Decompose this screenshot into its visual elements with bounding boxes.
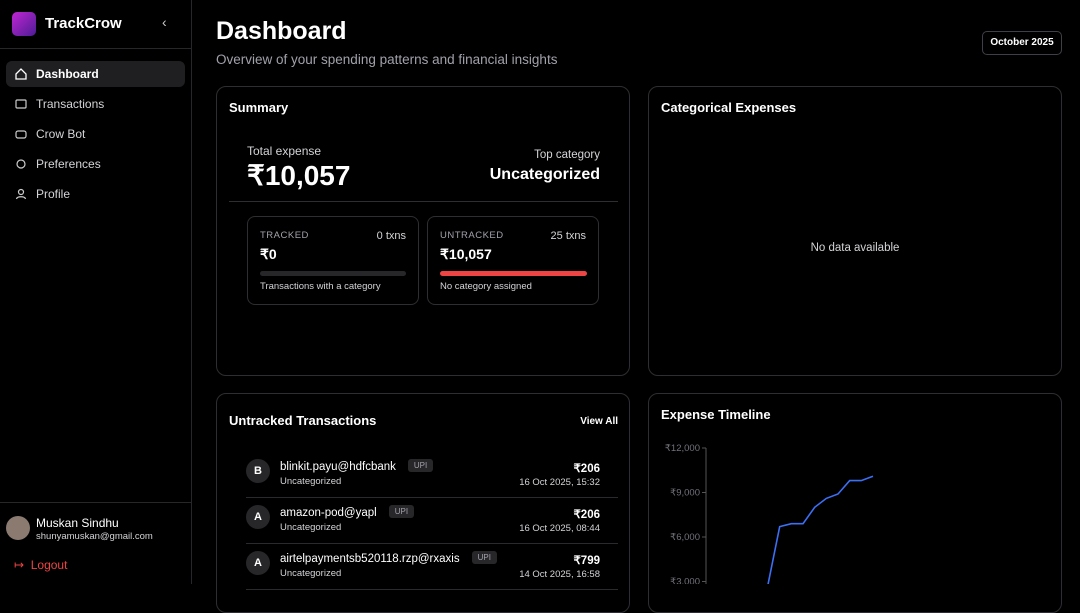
categorical-card (648, 86, 1062, 376)
nav-item[interactable]: Dashboard (6, 61, 185, 87)
date: 16 Oct 2025, 08:44 (519, 523, 600, 534)
nav-label: Profile (36, 187, 71, 201)
summary-card (216, 86, 630, 376)
empty-message: No data available (810, 242, 900, 254)
nav-item[interactable]: Preferences (6, 151, 185, 177)
page-subtitle: Overview of your spending patterns and f… (216, 52, 558, 67)
untracked-note: No category assigned (440, 281, 532, 292)
card-title: Untracked Transactions (229, 413, 377, 428)
nav-item[interactable]: Profile (6, 181, 185, 207)
month-picker[interactable]: October 2025 (982, 31, 1062, 55)
category: Uncategorized (280, 476, 342, 487)
collapse-button[interactable]: ‹ (162, 14, 167, 30)
avatar-initial: B (246, 459, 270, 483)
chart: ₹3,000 ₹6,000 ₹9,000 ₹12,000 (665, 443, 874, 585)
y-tick-label: ₹9,000 (670, 488, 700, 499)
sidebar: TrackCrow ‹ Dashboard Transactions Crow … (0, 0, 192, 584)
top-value: Uncategorized (489, 166, 600, 183)
merchant: amazon-pod@yapl (280, 507, 377, 519)
transaction-row[interactable]: B blinkit.payu@hdfcbank UPI Uncategorized… (246, 452, 618, 498)
total-label: Total expense (247, 144, 322, 158)
category: Uncategorized (280, 568, 342, 579)
total-value: ₹10,057 (247, 160, 351, 191)
merchant: airtelpaymentsb520118.rzp@rxaxis (280, 553, 460, 565)
nav-label: Preferences (36, 157, 101, 171)
nav-item[interactable]: Crow Bot (6, 121, 185, 147)
view-all[interactable]: View All (580, 416, 618, 427)
tracked-count: 0 txns (376, 230, 406, 242)
user-name: Muskan Sindhu (36, 516, 119, 530)
tracked-box (247, 216, 419, 305)
divider (229, 201, 618, 202)
merchant: blinkit.payu@hdfcbank (280, 461, 396, 473)
category: Uncategorized (280, 522, 342, 533)
tracked-bar (260, 271, 406, 276)
avatar (6, 516, 30, 540)
card-title: Summary (229, 100, 289, 115)
nav-item[interactable]: Transactions (6, 91, 185, 117)
brand: TrackCrow (45, 15, 122, 32)
tracked-label: TRACKED (260, 230, 309, 241)
amount: ₹206 (573, 509, 600, 521)
logo (12, 12, 36, 36)
tag: UPI (471, 551, 497, 564)
untracked-bar (440, 271, 587, 276)
y-tick-label: ₹3,000 (670, 577, 700, 585)
avatar-initial: A (246, 505, 270, 529)
nav-label: Dashboard (36, 67, 99, 81)
nav-label: Transactions (36, 97, 105, 111)
amount: ₹206 (573, 463, 600, 475)
transaction-row[interactable]: A airtelpaymentsb520118.rzp@rxaxis UPI Un… (246, 544, 618, 590)
nav-label: Crow Bot (36, 127, 86, 141)
transaction-row[interactable]: A amazon-pod@yapl UPI Uncategorized ₹206 … (246, 498, 618, 544)
divider (0, 48, 191, 49)
page-title: Dashboard (216, 17, 347, 45)
timeline-card (648, 393, 1062, 613)
y-tick-label: ₹12,000 (665, 443, 700, 454)
date: 16 Oct 2025, 15:32 (519, 477, 600, 488)
untracked-card (216, 393, 630, 613)
logout[interactable]: ↦ Logout (14, 558, 68, 572)
date: 14 Oct 2025, 16:58 (519, 569, 600, 580)
card-title: Categorical Expenses (661, 100, 797, 115)
tracked-note: Transactions with a category (260, 281, 381, 292)
top-label: Top category (534, 149, 600, 161)
y-tick-label: ₹6,000 (670, 532, 700, 543)
user-email: shunyamuskan@gmail.com (36, 531, 153, 542)
card-title: Expense Timeline (661, 407, 771, 422)
untracked-amount: ₹10,057 (440, 246, 492, 262)
tag: UPI (407, 459, 434, 472)
avatar-initial: A (246, 551, 270, 575)
tag: UPI (388, 505, 415, 518)
amount: ₹799 (573, 555, 600, 567)
logout-label: Logout (30, 558, 68, 572)
line (767, 475, 874, 584)
untracked-label: UNTRACKED (440, 230, 504, 241)
untracked-count: 25 txns (550, 230, 586, 242)
untracked-box (427, 216, 599, 305)
tracked-amount: ₹0 (260, 246, 277, 262)
divider (0, 502, 191, 503)
